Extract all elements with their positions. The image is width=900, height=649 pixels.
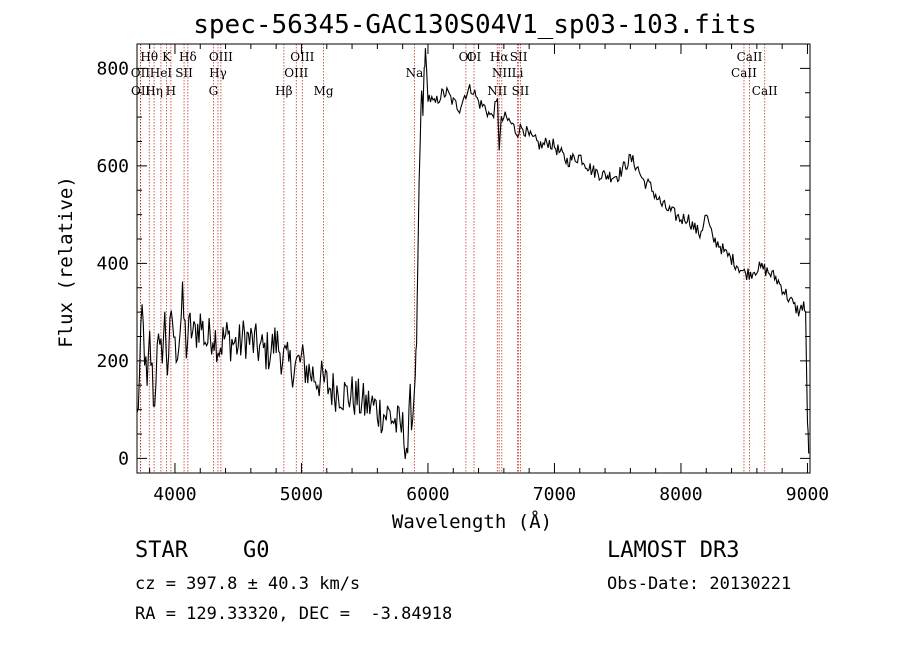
survey-name: LAMOST DR3 [607,538,740,563]
line-label-7: SII [175,66,193,80]
x-tick-label-4000: 4000 [153,484,196,505]
x-tick-label-9000: 9000 [786,484,829,505]
line-label-15: Mg [314,84,334,98]
line-label-19: Hα [490,50,509,64]
line-label-3: K [162,50,172,64]
x-axis-label: Wavelength (Å) [392,510,552,533]
y-axis-label: Flux (relative) [55,176,77,348]
y-tick-label-0: 0 [118,448,129,469]
x-tick-label-5000: 5000 [280,484,323,505]
line-label-12: OIII [290,50,314,64]
y-axis-ticks: 0 200 400 600 800 [96,58,810,469]
line-label-26: CaII [731,66,757,80]
line-label-6: Hδ [179,50,197,64]
x-tick-label-8000: 8000 [659,484,702,505]
line-label-14: Hβ [275,84,292,98]
y-tick-label-800: 800 [96,58,129,79]
plot-frame [136,43,811,474]
line-label-13: OIII [284,66,308,80]
line-label-20: NII [492,66,512,80]
y-tick-label-400: 400 [96,253,129,274]
spectral-line-markers [140,44,766,473]
line-label-11: G [209,84,219,98]
line-label-23: Li [512,66,524,80]
line-label-5: Hη [145,84,163,98]
spectral-line-labels: Hθ OII OII K HeI Hη Hδ SII H OIII Hγ G OIII OIII Hβ Mg N… [131,50,778,98]
line-label-4: HeI [150,66,173,80]
x-axis-ticks: 4000 5000 6000 7000 8000 9000 [149,44,829,505]
x-tick-label-6000: 6000 [406,484,449,505]
object-class: STAR [135,538,188,563]
spectrum-line [136,48,810,459]
line-label-25: CaII [737,50,763,64]
line-label-17: OI [459,50,474,64]
line-label-24: SII [512,84,530,98]
line-label-21: NII [487,84,507,98]
y-tick-label-600: 600 [96,156,129,177]
line-label-27: CaII [752,84,778,98]
line-label-10: Hγ [209,66,227,80]
line-label-0: Hθ [140,50,158,64]
chart-title: spec-56345-GAC130S04V1_sp03-103.fits [193,10,757,40]
line-label-2: OII [131,84,151,98]
redshift-cz: cz = 397.8 ± 40.3 km/s [135,574,361,594]
line-label-16: Na [406,66,424,80]
x-tick-label-7000: 7000 [533,484,576,505]
observation-date: Obs-Date: 20130221 [607,574,792,594]
line-label-1: OII [131,66,151,80]
y-tick-label-200: 200 [96,351,129,372]
line-label-9: OIII [209,50,233,64]
line-label-22: SII [510,50,528,64]
line-label-18: OI [467,50,482,64]
coordinates: RA = 129.33320, DEC = -3.84918 [135,604,453,624]
line-label-8: H [166,84,176,98]
object-subclass: G0 [243,538,270,563]
